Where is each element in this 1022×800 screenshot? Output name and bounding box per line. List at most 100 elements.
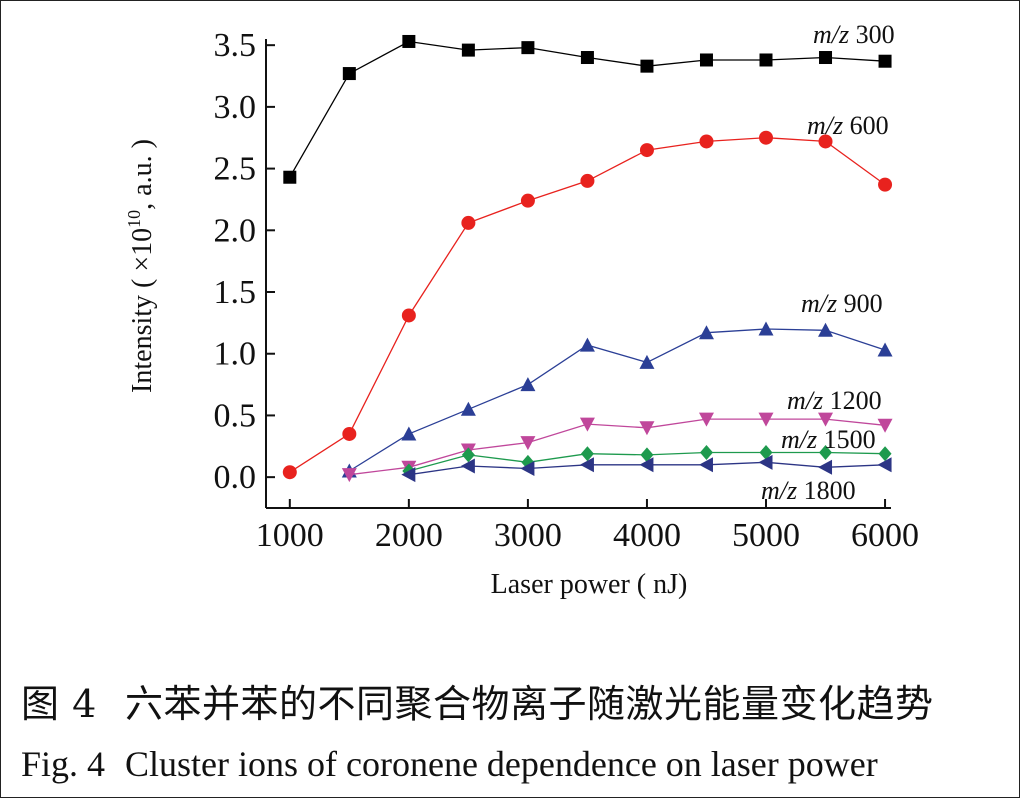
data-point — [877, 342, 893, 357]
data-point — [402, 34, 416, 48]
data-point — [818, 134, 833, 149]
series-label-mz: m/z — [781, 425, 817, 454]
data-point — [401, 426, 417, 441]
x-tick-label: 4000 — [613, 517, 681, 554]
y-axis-title-main: Intensity ( ×10 — [127, 228, 158, 393]
series-label-900: m/z 900 — [801, 289, 883, 318]
y-tick-label: 1.0 — [214, 336, 257, 373]
series-label-number: 900 — [837, 289, 883, 318]
data-point — [758, 454, 773, 470]
data-point — [520, 193, 535, 208]
data-point — [640, 59, 654, 73]
data-point — [639, 354, 655, 369]
data-point — [580, 446, 594, 462]
series-group — [282, 34, 893, 483]
x-tick-label: 5000 — [732, 517, 800, 554]
series-label-number: 300 — [849, 20, 895, 49]
data-point — [699, 444, 713, 460]
series-900 — [341, 321, 893, 478]
series-label-number: 1200 — [823, 386, 882, 415]
data-point — [461, 43, 475, 57]
y-tick-label: 1.5 — [214, 274, 257, 311]
data-point — [579, 417, 595, 432]
caption-figure-number-cn: 图 4 — [21, 682, 97, 726]
caption-title-cn: 六苯并苯的不同聚合物离子随激光能量变化趋势 — [125, 682, 934, 726]
data-point — [520, 436, 536, 451]
data-point — [580, 51, 594, 65]
data-point — [698, 412, 714, 427]
data-point — [461, 215, 476, 230]
data-point — [818, 412, 834, 427]
data-point — [818, 322, 834, 337]
y-tick-label: 0.0 — [214, 459, 257, 496]
y-tick-label: 2.0 — [214, 212, 257, 249]
y-axis-title-tail: , a.u. ) — [127, 139, 158, 210]
x-tick-label: 3000 — [494, 517, 562, 554]
axes — [265, 39, 891, 509]
data-point — [460, 458, 475, 474]
data-point — [759, 130, 773, 145]
figure-caption-english: Fig. 4 Cluster ions of coronene dependenc… — [21, 743, 1011, 785]
x-axis-title: Laser power ( nJ) — [491, 569, 688, 600]
caption-title-en: Cluster ions of coronene dependence on l… — [125, 744, 878, 784]
data-point — [877, 457, 892, 473]
series-label-mz: m/z — [801, 289, 837, 318]
series-label-mz: m/z — [813, 20, 849, 49]
data-point — [759, 53, 773, 67]
series-label-1200: m/z 1200 — [787, 386, 882, 415]
data-point — [639, 421, 655, 436]
data-point — [878, 54, 892, 68]
figure-caption-chinese: 图 4 六苯并苯的不同聚合物离子随激光能量变化趋势 — [21, 673, 1011, 728]
data-point — [639, 457, 654, 473]
data-point — [639, 143, 654, 158]
series-label-600: m/z 600 — [807, 111, 889, 140]
data-point — [401, 308, 416, 323]
data-point — [698, 325, 714, 340]
series-label-1800: m/z 1800 — [761, 476, 856, 505]
data-point — [579, 337, 595, 352]
data-point — [342, 426, 357, 441]
line-chart: 0.0 0.5 1.0 1.5 2.0 2.5 3.0 3.5 1000 2000 3000 4000… — [124, 20, 920, 600]
y-tick-label: 3.0 — [214, 89, 257, 126]
data-point — [282, 465, 297, 480]
series-label-number: 600 — [843, 111, 889, 140]
y-tick-label: 3.5 — [214, 27, 257, 64]
series-label-mz: m/z — [787, 386, 823, 415]
series-label-mz: m/z — [761, 476, 797, 505]
data-point — [759, 444, 773, 460]
data-point — [521, 41, 535, 55]
data-point — [819, 444, 833, 460]
series-1800 — [401, 454, 892, 483]
x-tick-label: 1000 — [256, 517, 324, 554]
ticks: 0.0 0.5 1.0 1.5 2.0 2.5 3.0 3.5 1000 2000 3000 4000… — [214, 27, 920, 554]
series-label-mz: m/z — [807, 111, 843, 140]
data-point — [819, 51, 833, 65]
y-tick-label: 0.5 — [214, 397, 257, 434]
series-label-number: 1800 — [797, 476, 856, 505]
series-label-300: m/z 300 — [813, 20, 895, 49]
y-tick-label: 2.5 — [214, 151, 257, 188]
series-line — [348, 328, 886, 472]
data-point — [341, 468, 357, 483]
series-label-1500: m/z 1500 — [781, 425, 876, 454]
series-1200 — [341, 412, 893, 483]
series-line — [349, 418, 886, 476]
data-point — [640, 447, 654, 463]
data-point — [283, 170, 297, 184]
data-point — [698, 457, 713, 473]
data-point — [758, 321, 774, 336]
data-point — [818, 459, 833, 475]
y-axis-title: Intensity ( ×1010, a.u. ) — [124, 139, 158, 393]
y-axis-title-exponent: 10 — [124, 210, 144, 228]
x-tick-label: 2000 — [375, 517, 443, 554]
data-point — [461, 447, 475, 463]
data-point — [699, 53, 713, 67]
data-point — [520, 377, 536, 392]
data-point — [460, 401, 476, 416]
data-point — [342, 67, 356, 81]
data-point — [878, 177, 893, 192]
data-point — [520, 461, 535, 477]
data-point — [579, 457, 594, 473]
